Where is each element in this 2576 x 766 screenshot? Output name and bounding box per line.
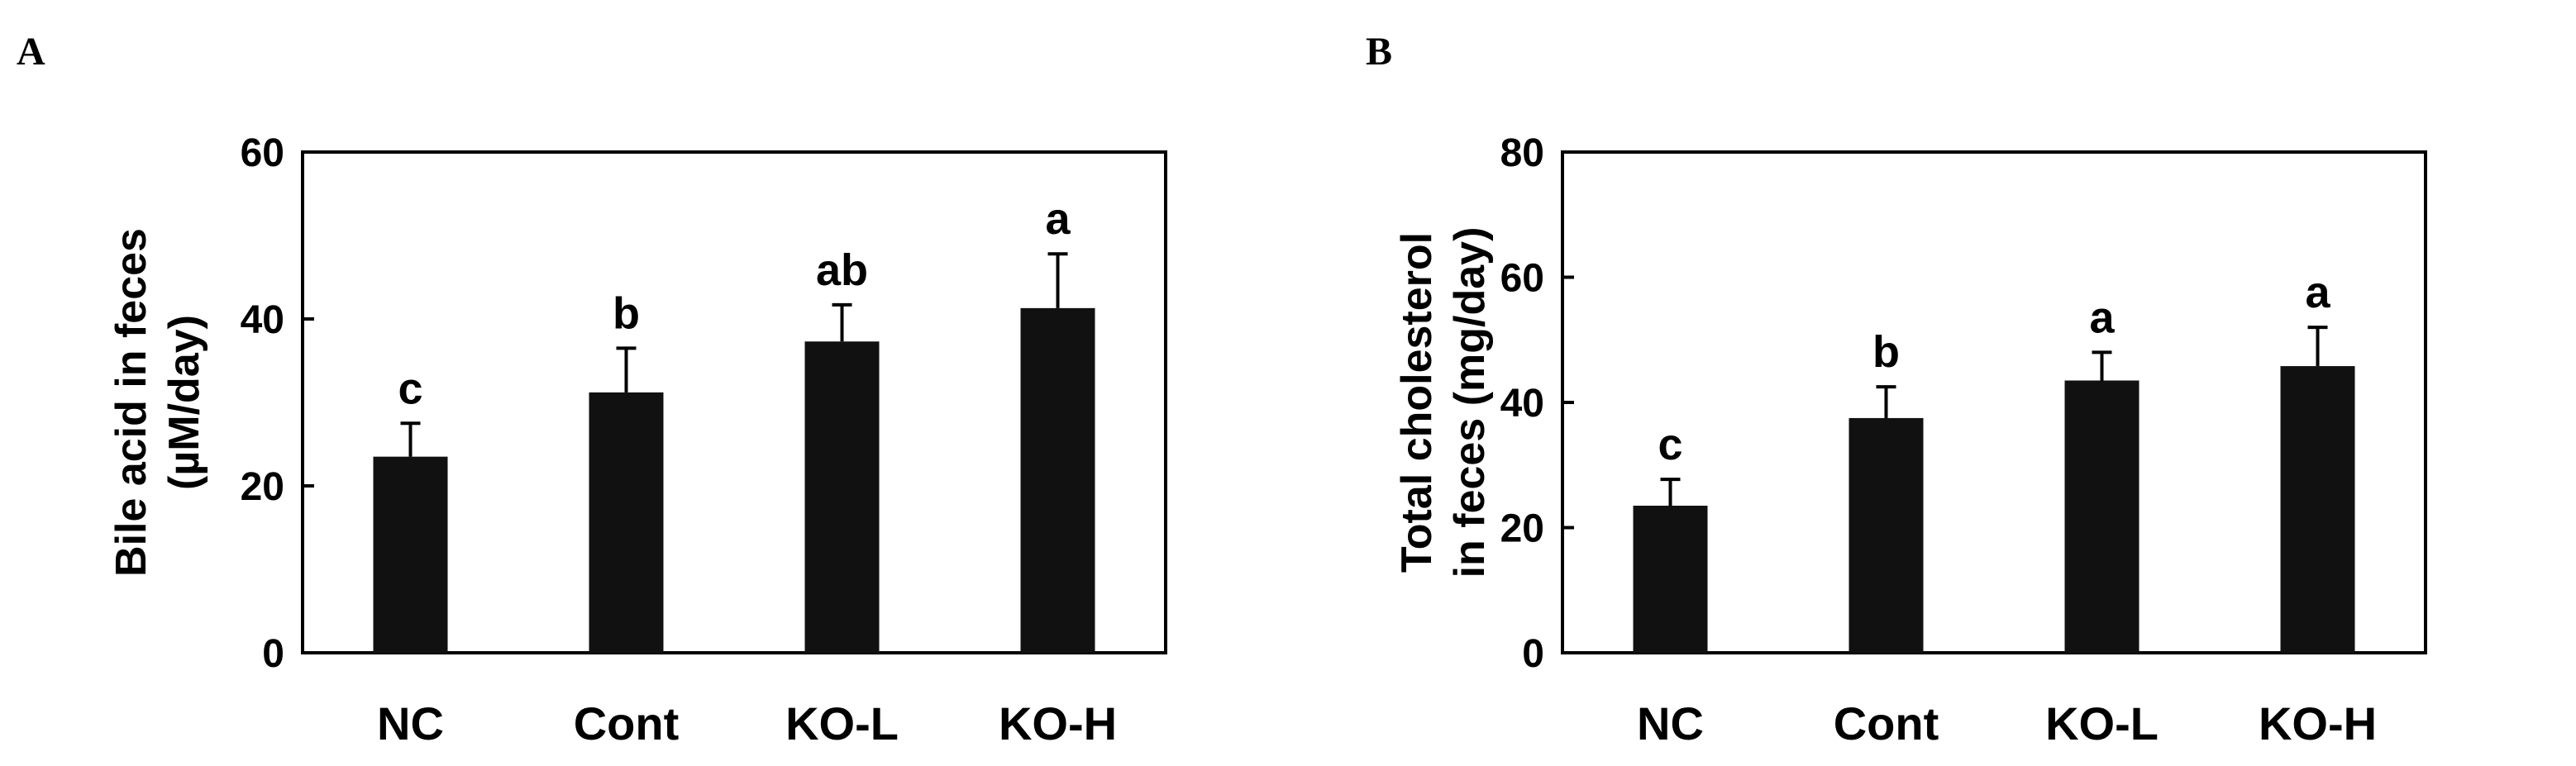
x-tick-label: NC [1637, 697, 1704, 749]
y-tick-label: 40 [1500, 382, 1544, 426]
bar [804, 341, 880, 653]
significance-letter: c [398, 364, 422, 413]
bar [1849, 417, 1924, 653]
y-tick-label: 20 [1500, 507, 1544, 551]
y-axis-title-line: (µM/day) [160, 315, 208, 490]
plot-frame [301, 150, 1167, 654]
y-axis-title-line: Total cholesterol [1393, 232, 1441, 573]
bar [1020, 307, 1095, 653]
bar [2280, 366, 2355, 653]
y-axis-title-line: in feces (mg/day) [1446, 227, 1494, 578]
x-tick-label: KO-L [2045, 697, 2159, 749]
significance-letter: a [1045, 194, 1071, 244]
y-tick-label: 40 [241, 298, 284, 342]
significance-letter: c [1658, 420, 1682, 469]
bar [1633, 505, 1708, 653]
x-tick-label: Cont [1834, 697, 1939, 749]
x-tick-label: KO-H [999, 697, 1117, 749]
chart-panel-a: A 0 20 40 60 Bile acid in feces (µM/day) c NC b Co… [17, 30, 1167, 749]
y-axis-title: Bile acid in feces (µM/day) [107, 228, 208, 577]
bar [373, 456, 448, 653]
x-tick-label: KO-H [2259, 697, 2377, 749]
y-tick-label: 20 [241, 465, 284, 509]
y-tick-label: 60 [1500, 257, 1544, 301]
bar [589, 392, 664, 653]
y-tick-label: 0 [1522, 632, 1544, 676]
y-tick-label: 0 [262, 632, 284, 676]
significance-letter: b [613, 288, 640, 338]
y-axis-title-line: Bile acid in feces [107, 228, 155, 577]
bar [2064, 380, 2140, 653]
significance-letter: b [1872, 327, 1900, 377]
x-tick-label: KO-L [785, 697, 899, 749]
x-tick-label: Cont [574, 697, 680, 749]
panel-label: B [1366, 30, 1392, 74]
chart-panel-b: B 0 20 40 60 80 Total cholesterol in feces (mg/… [1366, 30, 2427, 749]
y-axis-title: Total cholesterol in feces (mg/day) [1393, 227, 1494, 578]
x-tick-label: NC [377, 697, 444, 749]
y-tick-label: 60 [241, 131, 284, 175]
significance-letter: a [2305, 268, 2330, 317]
panel-label: A [17, 30, 45, 74]
significance-letter: ab [816, 245, 868, 295]
significance-letter: a [2089, 293, 2115, 342]
y-tick-label: 80 [1500, 131, 1544, 175]
